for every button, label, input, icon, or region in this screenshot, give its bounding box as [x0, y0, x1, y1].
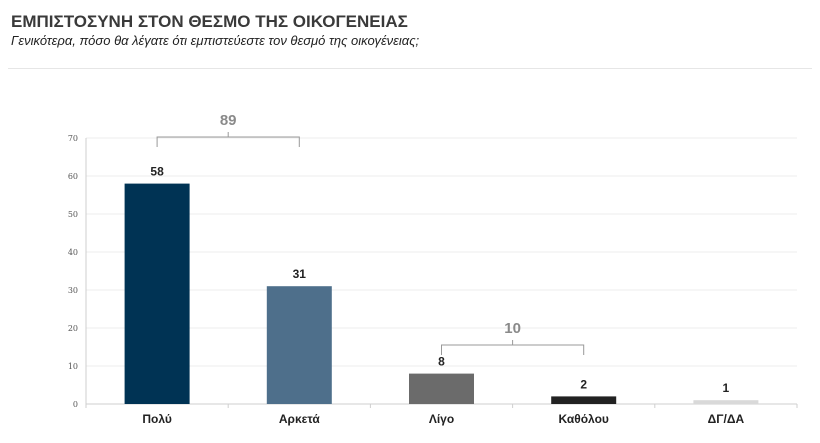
x-tick-label: ΔΓ/ΔΑ — [708, 412, 745, 426]
y-tick-label: 40 — [68, 248, 78, 257]
y-tick-label: 0 — [73, 400, 78, 409]
data-label: 58 — [150, 165, 164, 179]
y-tick-label: 70 — [68, 134, 78, 143]
x-tick-label: Λίγο — [429, 412, 454, 426]
y-tick-label: 20 — [68, 324, 78, 333]
bar — [551, 396, 617, 404]
bar — [124, 183, 190, 404]
y-tick-label: 60 — [68, 172, 78, 181]
chart-subtitle: Γενικότερα, πόσο θα λέγατε ότι εμπιστεύε… — [11, 33, 420, 48]
group-total-label: 10 — [504, 320, 521, 337]
bar — [409, 373, 474, 404]
chart-title: ΕΜΠΙΣΤΟΣΥΝΗ ΣΤΟΝ ΘΕΣΜΟ ΤΗΣ ΟΙΚΟΓΕΝΕΙΑΣ — [11, 12, 408, 31]
x-tick-label: Αρκετά — [279, 412, 320, 426]
y-tick-label: 10 — [68, 362, 78, 371]
data-label: 1 — [723, 381, 730, 395]
group-bracket — [156, 132, 300, 147]
group-total-label: 89 — [220, 112, 237, 129]
data-label: 2 — [580, 377, 587, 391]
y-tick-label: 50 — [68, 210, 78, 219]
y-tick-label: 30 — [68, 286, 78, 295]
bar — [266, 286, 332, 404]
group-bracket — [441, 340, 585, 355]
x-tick-label: Πολύ — [142, 412, 171, 426]
divider — [8, 68, 812, 69]
data-label: 8 — [438, 355, 445, 369]
data-label: 31 — [293, 267, 307, 281]
bar — [693, 400, 759, 404]
x-tick-label: Καθόλου — [558, 412, 608, 426]
